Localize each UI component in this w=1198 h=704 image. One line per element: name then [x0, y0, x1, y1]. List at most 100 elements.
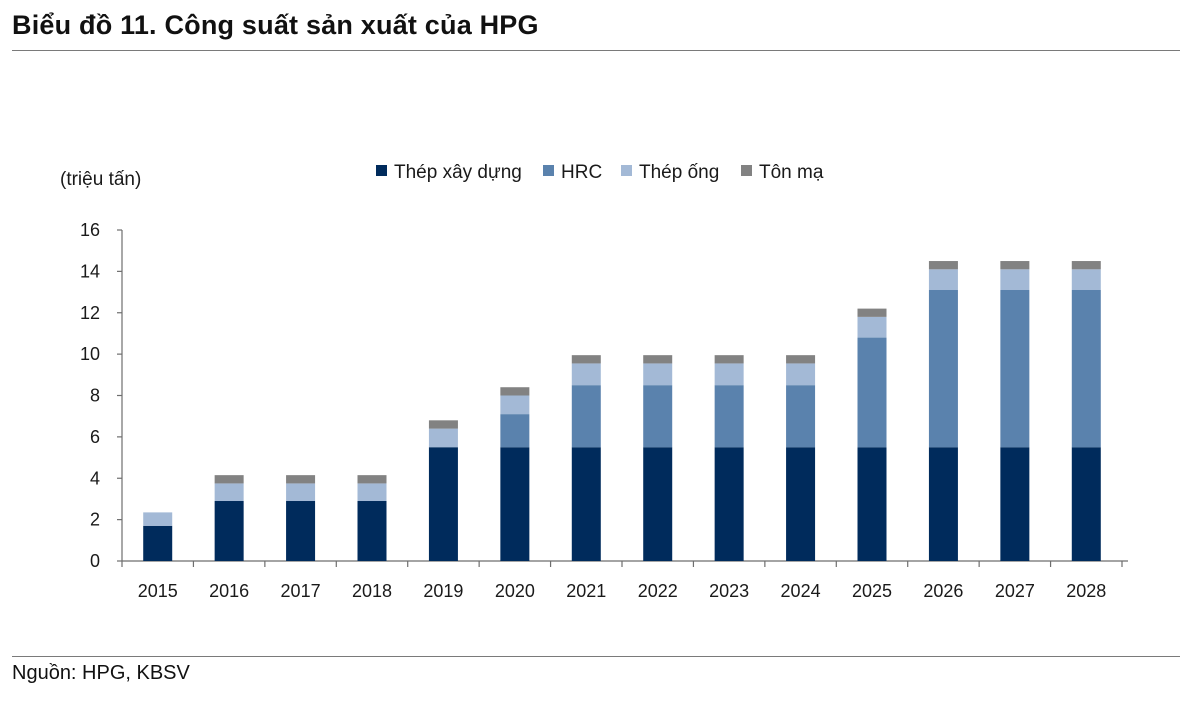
- bar-stack: [786, 355, 816, 561]
- bar-segment: [1071, 447, 1101, 561]
- x-tick-label: 2022: [638, 581, 678, 601]
- bar-segment: [214, 475, 244, 484]
- bar-segment: [714, 447, 744, 561]
- title-divider: [12, 50, 1180, 51]
- bar-segment: [1000, 447, 1030, 561]
- bar-stack: [643, 355, 673, 561]
- chart-title: Biểu đồ 11. Công suất sản xuất của HPG: [12, 10, 539, 40]
- bar-segment: [643, 447, 673, 561]
- bar-stack: [428, 420, 458, 561]
- bar-stack: [500, 387, 530, 561]
- bar-segment: [928, 269, 958, 290]
- legend-label: Tôn mạ: [759, 162, 824, 183]
- x-tick-label: 2015: [138, 581, 178, 601]
- bar-segment: [928, 289, 958, 448]
- bar-segment: [928, 447, 958, 561]
- bar-segment: [786, 355, 816, 364]
- bar-segment: [1071, 261, 1101, 270]
- bar-segment: [500, 447, 530, 561]
- bar-segment: [571, 355, 601, 364]
- y-tick-label: 8: [90, 386, 100, 406]
- legend-swatch: [741, 165, 752, 176]
- x-tick-label: 2026: [923, 581, 963, 601]
- bar-segment: [1000, 289, 1030, 448]
- x-tick-label: 2020: [495, 581, 535, 601]
- x-tick-label: 2018: [352, 581, 392, 601]
- bar-segment: [786, 385, 816, 448]
- bar-segment: [500, 395, 530, 415]
- x-tick-label: 2019: [423, 581, 463, 601]
- bar-segment: [714, 363, 744, 386]
- bar-stack: [214, 475, 244, 561]
- legend-label: HRC: [561, 162, 602, 183]
- bar-stack: [357, 475, 387, 561]
- bar-segment: [1000, 261, 1030, 270]
- bar-stack: [143, 512, 173, 561]
- bar-segment: [143, 512, 173, 526]
- bar-segment: [357, 483, 387, 502]
- y-tick-label: 0: [90, 551, 100, 571]
- x-tick-label: 2023: [709, 581, 749, 601]
- x-tick-label: 2021: [566, 581, 606, 601]
- bar-segment: [286, 501, 316, 561]
- footer-divider: [12, 656, 1180, 657]
- bar-segment: [1071, 269, 1101, 290]
- bar-segment: [928, 261, 958, 270]
- bar-stack: [714, 355, 744, 561]
- bar-segment: [571, 363, 601, 386]
- legend-swatch: [376, 165, 387, 176]
- y-tick-label: 14: [80, 261, 100, 281]
- legend-label: Thép xây dựng: [394, 162, 522, 183]
- bar-segment: [643, 363, 673, 386]
- legend-swatch: [621, 165, 632, 176]
- y-tick-label: 4: [90, 468, 100, 488]
- legend-item: Tôn mạ: [741, 162, 824, 183]
- bar-segment: [714, 355, 744, 364]
- bar-segment: [428, 428, 458, 448]
- legend-item: Thép ống: [621, 162, 719, 183]
- bar-segment: [857, 447, 887, 561]
- x-tick-label: 2024: [781, 581, 821, 601]
- bar-segment: [643, 355, 673, 364]
- bar-stack: [286, 475, 316, 561]
- bar-segment: [857, 316, 887, 338]
- legend-item: Thép xây dựng: [376, 162, 522, 183]
- source-note: Nguồn: HPG, KBSV: [12, 662, 190, 684]
- bar-segment: [571, 385, 601, 448]
- bar-segment: [857, 337, 887, 448]
- bar-segment: [714, 385, 744, 448]
- legend-swatch: [543, 165, 554, 176]
- legend-label: Thép ống: [639, 162, 719, 183]
- bar-segment: [143, 525, 173, 561]
- bar-segment: [428, 447, 458, 561]
- y-tick-label: 6: [90, 427, 100, 447]
- bar-stack: [857, 308, 887, 561]
- x-tick-label: 2027: [995, 581, 1035, 601]
- y-tick-label: 16: [80, 220, 100, 240]
- bar-segment: [500, 414, 530, 448]
- bar-segment: [500, 387, 530, 396]
- y-tick-label: 10: [80, 344, 100, 364]
- bar-segment: [643, 385, 673, 448]
- y-tick-label: 12: [80, 303, 100, 323]
- bar-segment: [1071, 289, 1101, 448]
- bar-segment: [286, 483, 316, 502]
- bar-stack: [928, 261, 958, 561]
- legend-item: HRC: [543, 162, 602, 183]
- bar-segment: [786, 447, 816, 561]
- bar-segment: [571, 447, 601, 561]
- bar-segment: [428, 420, 458, 429]
- bar-segment: [286, 475, 316, 484]
- bar-stack: [571, 355, 601, 561]
- y-tick-label: 2: [90, 510, 100, 530]
- x-tick-label: 2025: [852, 581, 892, 601]
- bar-stack: [1071, 261, 1101, 561]
- bar-segment: [857, 308, 887, 317]
- bar-segment: [214, 501, 244, 561]
- x-tick-label: 2028: [1066, 581, 1106, 601]
- x-tick-label: 2016: [209, 581, 249, 601]
- bar-segment: [357, 475, 387, 484]
- bar-stack: [1000, 261, 1030, 561]
- bar-segment: [357, 501, 387, 561]
